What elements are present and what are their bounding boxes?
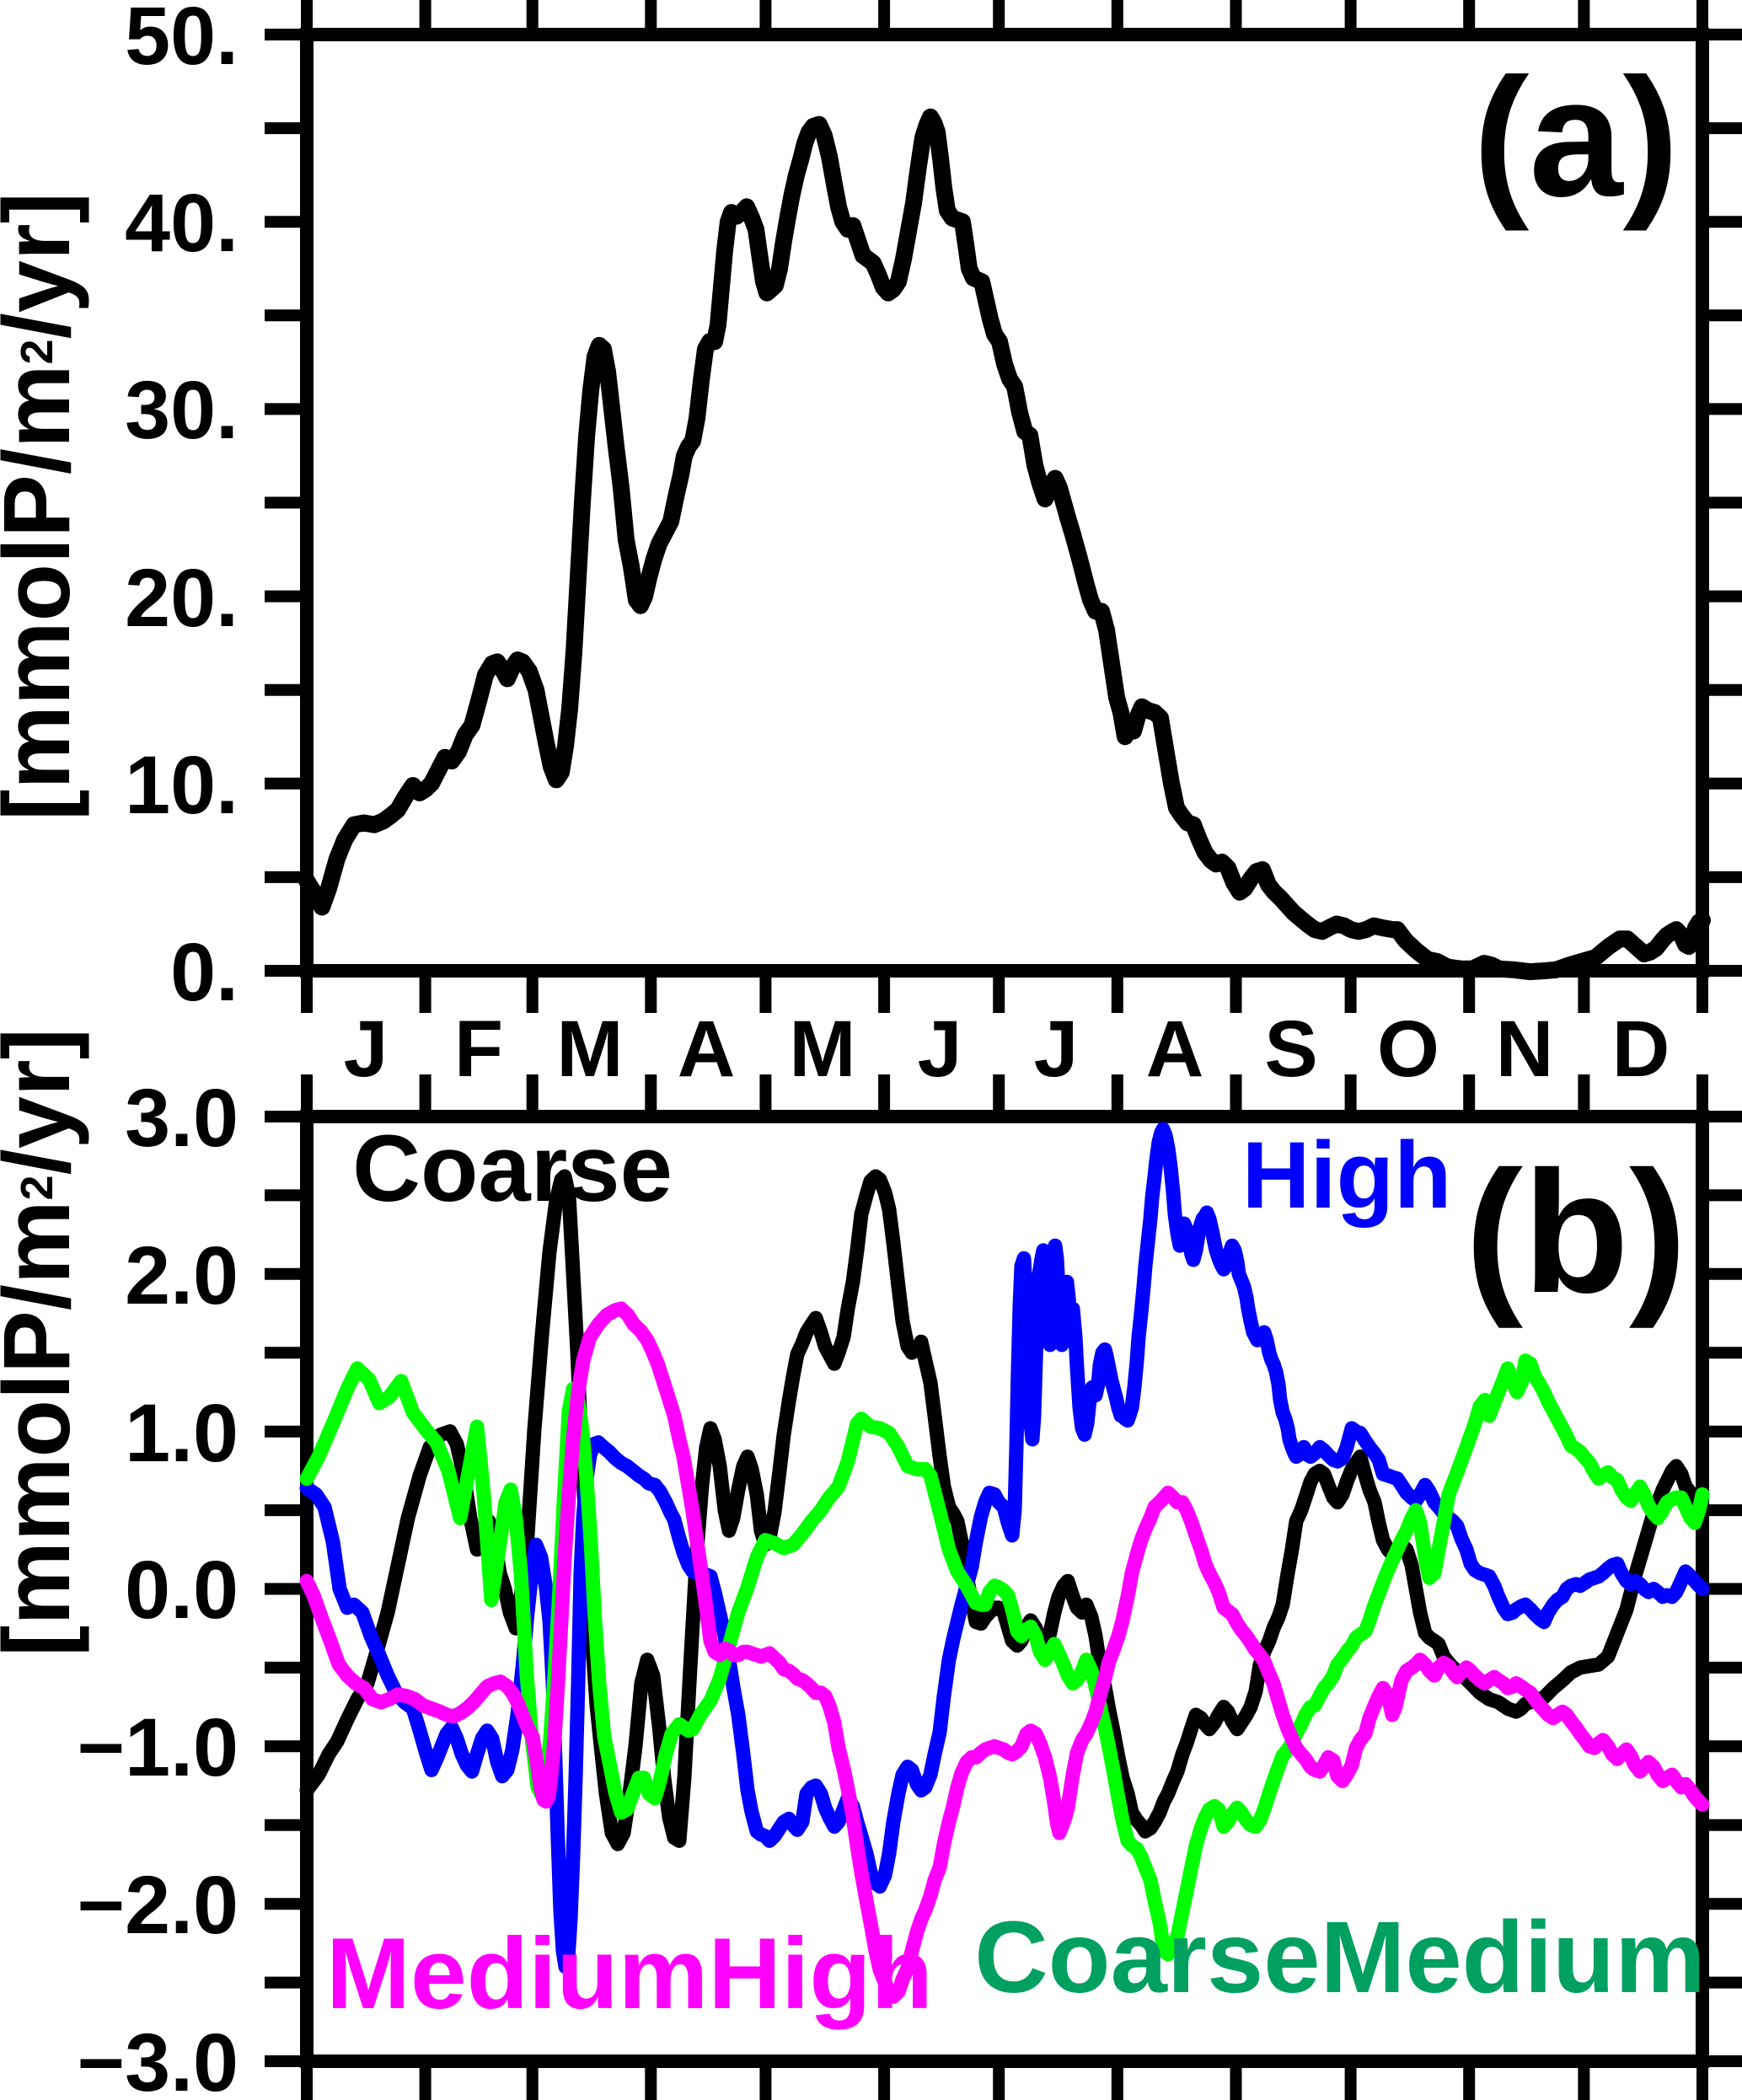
- svg-text:−1.0: −1.0: [78, 1701, 239, 1793]
- svg-text:J: J: [918, 1004, 962, 1094]
- svg-text:Coarse: Coarse: [352, 1116, 673, 1221]
- svg-text:0.: 0.: [170, 926, 239, 1018]
- svg-text:A: A: [1146, 1004, 1204, 1094]
- svg-text:50.: 50.: [125, 0, 239, 82]
- svg-text:[mmolP/m2/yr]: [mmolP/m2/yr]: [0, 192, 89, 821]
- svg-text:J: J: [344, 1004, 389, 1094]
- svg-text:(a): (a): [1473, 44, 1679, 232]
- svg-text:N: N: [1496, 1004, 1554, 1094]
- svg-text:D: D: [1612, 1004, 1670, 1094]
- svg-text:M: M: [556, 1004, 623, 1094]
- svg-text:0.0: 0.0: [125, 1544, 239, 1636]
- svg-text:[mmolP/m2/yr]: [mmolP/m2/yr]: [0, 1028, 89, 1657]
- svg-text:High: High: [1242, 1122, 1452, 1228]
- svg-text:O: O: [1377, 1004, 1439, 1094]
- svg-text:20.: 20.: [125, 552, 239, 644]
- svg-text:1.0: 1.0: [125, 1387, 239, 1479]
- svg-text:−3.0: −3.0: [78, 2017, 239, 2100]
- svg-text:40.: 40.: [125, 177, 239, 269]
- svg-text:F: F: [454, 1004, 503, 1094]
- svg-text:−2.0: −2.0: [78, 1859, 239, 1951]
- svg-text:2.0: 2.0: [125, 1229, 239, 1321]
- svg-text:S: S: [1264, 1004, 1317, 1094]
- svg-text:M: M: [789, 1004, 855, 1094]
- svg-text:J: J: [1034, 1004, 1079, 1094]
- svg-text:MediumHigh: MediumHigh: [326, 1917, 933, 2030]
- svg-text:30.: 30.: [125, 364, 239, 456]
- svg-text:A: A: [678, 1004, 736, 1094]
- svg-text:10.: 10.: [125, 739, 239, 831]
- svg-text:CoarseMedium: CoarseMedium: [974, 1899, 1705, 2014]
- svg-text:3.0: 3.0: [125, 1072, 239, 1164]
- svg-text:(b): (b): [1465, 1135, 1686, 1329]
